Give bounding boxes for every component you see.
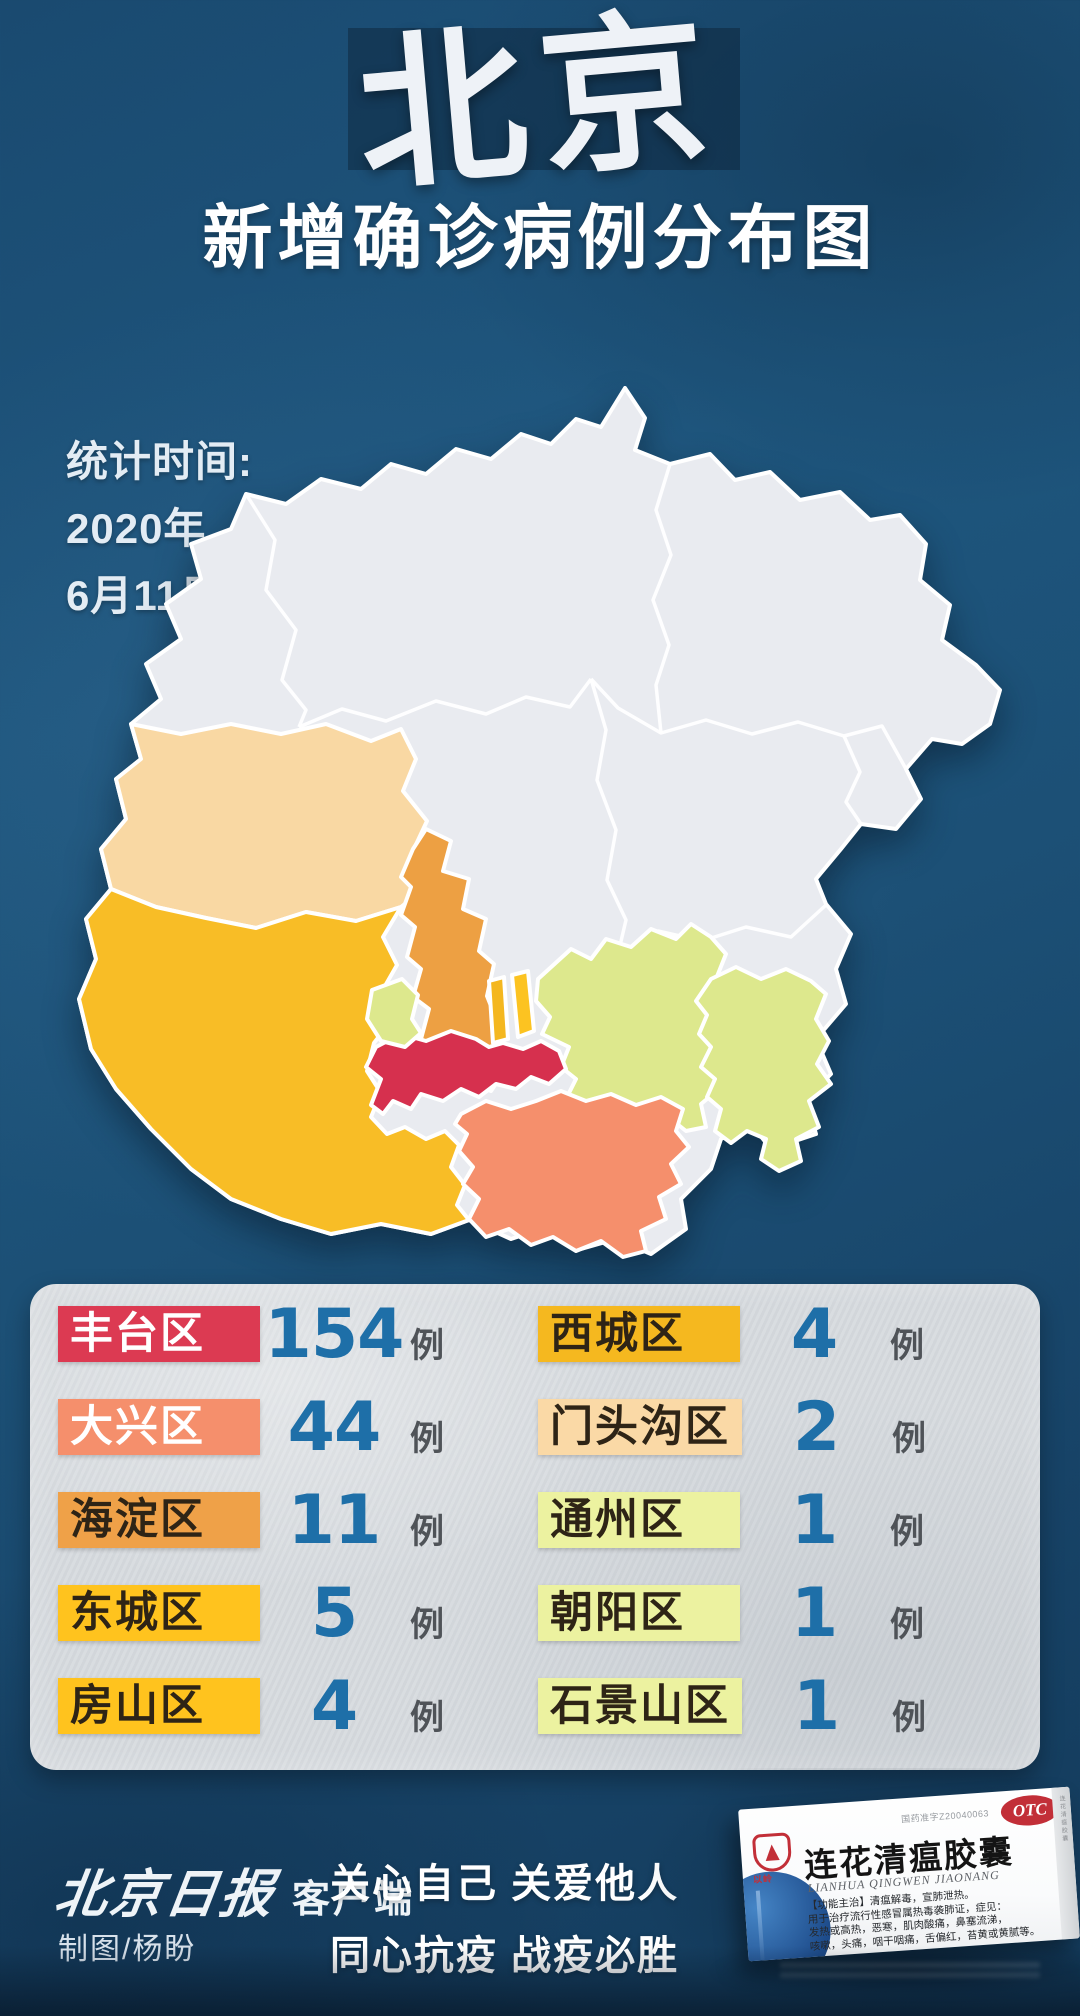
border-changping-north — [298, 677, 593, 729]
case-unit: 例 — [410, 1698, 444, 1737]
table-row: 石景山区 1 例 — [538, 1667, 926, 1746]
case-count: 2 — [792, 1387, 840, 1467]
case-count: 11 — [287, 1480, 382, 1560]
district-mentougou — [99, 722, 435, 930]
approval-number: 国药准字Z20040063 — [900, 1808, 990, 1825]
title-backdrop — [348, 28, 740, 170]
case-unit: 例 — [410, 1326, 444, 1365]
case-count: 44 — [287, 1387, 382, 1467]
case-count: 4 — [310, 1666, 358, 1746]
district-badge: 丰台区 — [58, 1306, 260, 1362]
district-tongzhou — [694, 965, 833, 1173]
case-unit: 例 — [410, 1419, 444, 1458]
table-row: 西城区 4 例 — [538, 1295, 926, 1374]
bottom-vignette — [0, 1946, 1080, 2016]
case-count: 1 — [790, 1573, 838, 1653]
border-pinggu — [842, 735, 863, 825]
district-badge: 东城区 — [58, 1585, 260, 1641]
medicine-box: 以岭 OTC 国药准字Z20040063 连花清瘟胶囊 LIANHUA QING… — [738, 1786, 1080, 1962]
district-badge: 海淀区 — [58, 1492, 260, 1548]
table-row: 大兴区 44 例 — [58, 1388, 444, 1467]
case-count: 154 — [264, 1294, 405, 1374]
district-fangshan — [77, 887, 471, 1236]
table-row: 房山区 4 例 — [58, 1667, 444, 1746]
case-table-panel: 丰台区 154 例 大兴区 44 例 海淀区 11 例 东城区 5 例 房山区 … — [30, 1284, 1040, 1770]
district-xicheng — [487, 975, 510, 1045]
district-badge: 西城区 — [538, 1306, 740, 1362]
table-row: 丰台区 154 例 — [58, 1295, 444, 1374]
table-row: 朝阳区 1 例 — [538, 1574, 926, 1653]
district-badge: 通州区 — [538, 1492, 740, 1548]
case-unit: 例 — [890, 1326, 924, 1365]
stats-year: 2020年 — [66, 505, 207, 552]
border-changping-shunyi — [589, 678, 628, 955]
case-count: 1 — [790, 1480, 838, 1560]
case-unit: 例 — [890, 1512, 924, 1551]
beijing-district-map — [70, 378, 1010, 1268]
case-unit: 例 — [410, 1512, 444, 1551]
border-huairou-miyun — [651, 463, 673, 734]
publisher-suffix: 客户端 — [292, 1879, 416, 1921]
table-row: 东城区 5 例 — [58, 1574, 444, 1653]
case-table-right-column: 西城区 4 例 门头沟区 2 例 通州区 1 例 朝阳区 1 例 石景山区 1 … — [538, 1295, 926, 1771]
district-badge: 大兴区 — [58, 1399, 260, 1455]
publisher-logo: 北京日报 客户端 — [51, 1852, 416, 1927]
yiling-logo-icon — [751, 1832, 793, 1873]
district-badge: 石景山区 — [538, 1678, 742, 1734]
border-yanqing-huairou — [244, 493, 308, 728]
case-unit: 例 — [890, 1605, 924, 1644]
case-count: 1 — [792, 1666, 840, 1746]
stats-label: 统计时间: — [66, 438, 253, 485]
district-badge: 房山区 — [58, 1678, 260, 1734]
case-unit: 例 — [892, 1698, 926, 1737]
map-svg — [77, 386, 1002, 1259]
case-table-left-column: 丰台区 154 例 大兴区 44 例 海淀区 11 例 东城区 5 例 房山区 … — [58, 1295, 444, 1771]
table-row: 海淀区 11 例 — [58, 1481, 444, 1560]
district-shijingshan — [365, 977, 423, 1049]
publisher-script-logo: 北京日报 — [51, 1867, 280, 1924]
table-row: 通州区 1 例 — [538, 1481, 926, 1560]
district-badge: 朝阳区 — [538, 1585, 740, 1641]
district-fengtai — [364, 1029, 568, 1116]
case-unit: 例 — [410, 1605, 444, 1644]
case-unit: 例 — [892, 1419, 926, 1458]
case-count: 5 — [310, 1573, 358, 1653]
district-badge: 门头沟区 — [538, 1399, 742, 1455]
page-title: 新增确诊病例分布图 — [202, 199, 878, 277]
border-shunyi-north — [589, 677, 908, 770]
case-count: 4 — [790, 1294, 838, 1374]
slogan-line-1: 关心自己 关爱他人 — [330, 1862, 680, 1906]
district-dongcheng — [510, 969, 536, 1039]
district-daxing — [453, 1089, 691, 1259]
table-row: 门头沟区 2 例 — [538, 1388, 926, 1467]
otc-badge: OTC — [999, 1793, 1060, 1828]
